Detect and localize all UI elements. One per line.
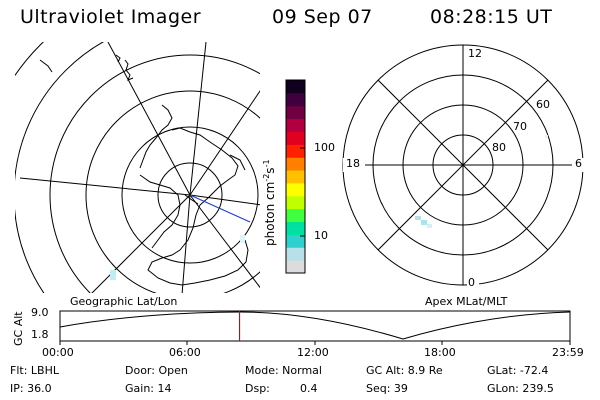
colorbar-unit-exp1: -2 (262, 173, 271, 182)
colorbar-segment (286, 118, 305, 132)
colorbar-unit-exp2: -1 (262, 159, 271, 168)
status-gc-alt: GC Alt: 8.9 Re (366, 364, 443, 377)
date-label: 09 Sep 07 (272, 6, 373, 28)
instrument-title: Ultraviolet Imager (20, 6, 202, 28)
colorbar-segment (286, 195, 305, 210)
status-gain: Gain: 14 (125, 382, 172, 395)
time-label: 08:28:15 UT (430, 6, 553, 28)
mlat-label-60: 60 (536, 98, 550, 111)
colorbar-segment (286, 92, 305, 107)
mlat-label-70: 70 (513, 120, 527, 133)
status-glat: GLat: -72.4 (487, 364, 549, 377)
status-flt: Flt: LBHL (10, 364, 59, 377)
time-tick-2359: 23:59 (552, 346, 584, 359)
colorbar-unit-text: photon cm (263, 181, 277, 246)
geographic-caption: Geographic Lat/Lon (70, 295, 178, 308)
status-dsp-label: Dsp: (245, 382, 270, 395)
latitude-circles (15, 42, 260, 293)
mlt-label-18: 18 (346, 157, 360, 170)
apex-polar-plot (342, 44, 584, 286)
colorbar-segment (286, 131, 305, 145)
colorbar-segment (286, 234, 305, 248)
colorbar-segment (286, 80, 305, 94)
altitude-strip (59, 310, 571, 345)
colorbar-unit: photon cm-2s-1 (262, 159, 277, 246)
apex-caption: Apex MLat/MLT (425, 295, 508, 308)
colorbar-segment (286, 221, 305, 235)
mlt-label-0: 0 (468, 276, 475, 289)
colorbar-segment (286, 144, 305, 158)
coastlines (39, 54, 249, 286)
colorbar-tick-100: 100 (314, 141, 335, 154)
time-tick-0600: 06:00 (169, 346, 201, 359)
status-seq: Seq: 39 (366, 382, 408, 395)
geographic-map (15, 42, 260, 293)
colorbar-segment (286, 105, 305, 120)
colorbar-segment (286, 182, 305, 197)
colorbar (285, 79, 306, 274)
status-mode: Mode: Normal (245, 364, 322, 377)
alt-y-bottom: 1.8 (31, 328, 49, 341)
colorbar-segment (286, 260, 305, 274)
colorbar-unit-s: s (263, 167, 277, 174)
status-door: Door: Open (125, 364, 188, 377)
status-dsp-value: 0.4 (300, 382, 318, 395)
mlt-label-6: 6 (575, 157, 582, 170)
spacecraft-track (189, 194, 251, 223)
colorbar-segment (286, 170, 305, 184)
colorbar-tick-10: 10 (314, 229, 328, 242)
polar-label-bg (343, 48, 584, 290)
altitude-curve (59, 311, 571, 340)
time-tick-0000: 00:00 (42, 346, 74, 359)
time-tick-1200: 12:00 (297, 346, 329, 359)
aurora-emission (415, 135, 548, 228)
mlt-label-12: 12 (468, 47, 482, 60)
status-glon: GLon: 239.5 (487, 382, 554, 395)
colorbar-segment (286, 208, 305, 223)
mlat-label-80: 80 (492, 141, 506, 154)
gc-alt-axis-label: GC Alt (12, 311, 25, 346)
alt-y-top: 9.0 (31, 306, 49, 319)
longitude-lines (19, 42, 260, 293)
colorbar-segment (286, 247, 305, 261)
colorbar-border (285, 79, 306, 274)
status-ip: IP: 36.0 (10, 382, 52, 395)
time-tick-1800: 18:00 (424, 346, 456, 359)
colorbar-segment (286, 157, 305, 171)
